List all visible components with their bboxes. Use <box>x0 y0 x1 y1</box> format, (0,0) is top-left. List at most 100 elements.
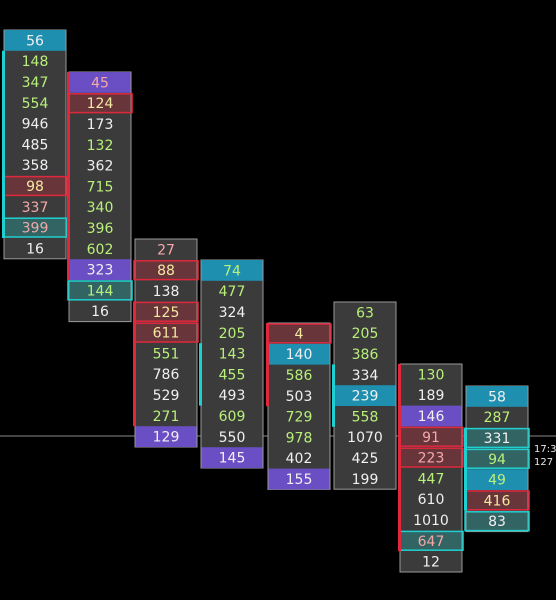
footprint-cell-value: 143 <box>219 347 246 363</box>
footprint-cell-value: 88 <box>157 263 175 279</box>
footprint-cell-value: 83 <box>488 514 506 530</box>
footprint-cell-value: 49 <box>488 473 506 489</box>
footprint-cell-value: 1010 <box>413 513 449 529</box>
footprint-cell-value: 551 <box>153 346 180 362</box>
footprint-cell-value: 146 <box>418 409 445 425</box>
footprint-cell-value: 324 <box>219 305 246 321</box>
footprint-cell-value: 611 <box>153 326 180 342</box>
footprint-cell-value: 946 <box>22 117 49 133</box>
footprint-cell-value: 586 <box>286 368 313 384</box>
cell-highlight <box>268 468 330 490</box>
candle-body <box>134 238 198 448</box>
footprint-cell-value: 148 <box>22 54 49 70</box>
footprint-cell-value: 362 <box>87 159 114 175</box>
footprint-cell-value: 74 <box>223 263 241 279</box>
cell-highlight <box>4 30 66 51</box>
cell-highlight <box>466 386 528 407</box>
footprint-cell-value: 63 <box>356 305 374 321</box>
footprint-cell-value: 132 <box>87 138 114 154</box>
footprint-cell-value: 493 <box>219 388 246 404</box>
cell-highlight <box>135 426 197 447</box>
footprint-cell-value: 455 <box>219 367 246 383</box>
footprint-cell-value: 129 <box>153 430 180 446</box>
cell-highlight <box>334 385 396 406</box>
imbalance-outline <box>464 511 530 532</box>
footprint-cell-value: 358 <box>22 158 49 174</box>
footprint-cell-value: 554 <box>22 96 49 112</box>
cell-highlight <box>201 447 263 468</box>
footprint-cell-value: 386 <box>352 347 379 363</box>
cell-highlight <box>466 469 528 490</box>
footprint-cell-value: 447 <box>418 471 445 487</box>
footprint-cell-value: 125 <box>153 305 180 321</box>
footprint-cell-value: 416 <box>484 493 511 509</box>
footprint-cell-value: 399 <box>22 221 49 237</box>
footprint-cell-value: 45 <box>91 75 109 91</box>
cell-highlight <box>69 259 131 280</box>
cell-highlight <box>400 405 462 427</box>
footprint-cell-value: 334 <box>352 368 379 384</box>
footprint-cell-value: 331 <box>484 431 511 447</box>
footprint-cell-value: 271 <box>153 409 180 425</box>
footprint-cell-value: 16 <box>26 241 44 257</box>
footprint-cell-value: 485 <box>22 137 49 153</box>
footprint-cell-value: 12 <box>422 555 440 571</box>
footprint-cell-value: 205 <box>219 326 246 342</box>
footprint-cell-value: 140 <box>286 347 313 363</box>
candle-wick-accent <box>2 50 5 238</box>
footprint-cell-value: 347 <box>22 75 49 91</box>
footprint-cell-value: 173 <box>87 117 114 133</box>
footprint-cell-value: 199 <box>352 472 379 488</box>
candle-wick-accent <box>199 343 202 406</box>
candle-body <box>3 29 67 260</box>
footprint-cell-value: 124 <box>87 96 114 112</box>
footprint-cell-value: 503 <box>286 389 313 405</box>
footprint-cell-value: 647 <box>418 534 445 550</box>
footprint-cell-value: 155 <box>286 472 313 488</box>
footprint-cell-value: 239 <box>352 389 379 405</box>
footprint-cell-value: 4 <box>295 326 304 342</box>
candle-wick-accent <box>464 427 467 511</box>
footprint-cell-value: 94 <box>488 452 506 468</box>
cell-highlight <box>268 343 330 365</box>
imbalance-outline <box>133 260 199 281</box>
footprint-cell-value: 130 <box>418 367 445 383</box>
footprint-cell-value: 56 <box>26 33 44 49</box>
footprint-cell-value: 550 <box>219 430 246 446</box>
footprint-cell-value: 91 <box>422 430 440 446</box>
footprint-cell-value: 425 <box>352 451 379 467</box>
candle-body <box>465 385 529 533</box>
footprint-cell-value: 529 <box>153 388 180 404</box>
footprint-cell-value: 144 <box>87 283 114 299</box>
footprint-cell-value: 323 <box>87 263 114 279</box>
footprint-cell-value: 189 <box>418 388 445 404</box>
imbalance-outline <box>67 280 133 301</box>
footprint-cell-value: 138 <box>153 284 180 300</box>
candle-wick-accent <box>332 364 335 427</box>
cell-highlight <box>69 72 131 93</box>
footprint-cell-value: 58 <box>488 389 506 405</box>
candle-wick-accent <box>133 301 136 427</box>
candle-wick-accent <box>398 364 401 552</box>
footprint-cell-value: 340 <box>87 200 114 216</box>
price-axis-label: 17:3 <box>534 444 556 455</box>
candle-wick-accent <box>67 72 70 280</box>
cell-highlight <box>201 260 263 281</box>
footprint-cell-value: 205 <box>352 326 379 342</box>
footprint-cell-value: 729 <box>286 410 313 426</box>
footprint-cell-value: 715 <box>87 179 114 195</box>
footprint-cell-value: 978 <box>286 430 313 446</box>
footprint-cell-value: 287 <box>484 410 511 426</box>
candle-body <box>399 363 463 573</box>
footprint-cell-value: 786 <box>153 367 180 383</box>
footprint-cell-value: 402 <box>286 451 313 467</box>
footprint-cell-value: 223 <box>418 451 445 467</box>
footprint-cell-value: 610 <box>418 492 445 508</box>
footprint-cell-value: 16 <box>91 304 109 320</box>
candle-wick-accent <box>266 323 269 407</box>
footprint-cell-value: 27 <box>157 242 175 258</box>
footprint-cell-value: 396 <box>87 221 114 237</box>
footprint-cell-value: 1070 <box>347 430 383 446</box>
footprint-cell-value: 337 <box>22 200 49 216</box>
